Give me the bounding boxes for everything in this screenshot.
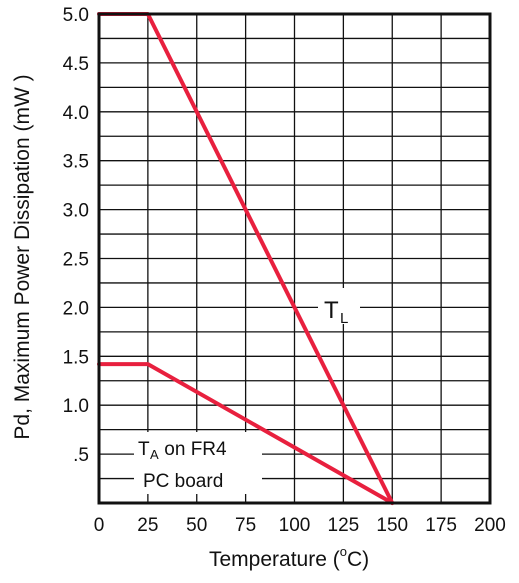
y-tick-label: 2.0 [63, 298, 89, 319]
series-label-ta: T A on FR4 PC board [134, 432, 262, 494]
y-tick-label: 3.5 [63, 152, 89, 173]
y-tick-label: 4.0 [63, 103, 89, 124]
x-tick-label: 200 [474, 515, 506, 536]
series-label-ta-main: T [138, 439, 150, 460]
series-label-ta-line2: PC board [143, 471, 223, 492]
y-axis-title: Pd, Maximum Power Dissipation (mW ) [11, 74, 34, 439]
y-tick-label: .5 [73, 445, 89, 466]
x-axis-title-main: Temperature ( [209, 548, 340, 571]
y-tick-label: 2.5 [63, 250, 89, 271]
x-axis-title-sup: o [340, 544, 347, 559]
y-tick-label: 3.0 [63, 201, 89, 222]
series-label-tl-bg [318, 288, 360, 324]
x-tick-label: 125 [328, 515, 360, 536]
x-tick-label: 75 [235, 515, 256, 536]
y-tick-label: 5.0 [63, 5, 89, 26]
series-label-ta-rest: on FR4 [159, 439, 227, 460]
x-tick-label: 0 [94, 515, 105, 536]
series-line-1 [97, 362, 395, 505]
y-tick-label: 1.5 [63, 347, 89, 368]
series-label-tl: T L [318, 288, 360, 327]
x-tick-labels: 0 25 50 75 100 125 150 175 200 [94, 515, 506, 536]
x-tick-label: 100 [279, 515, 311, 536]
x-axis-title-unit: C) [347, 548, 369, 571]
x-tick-label: 175 [425, 515, 457, 536]
y-tick-labels: .5 1.0 1.5 2.0 2.5 3.0 3.5 4.0 4.5 5.0 [63, 5, 89, 466]
y-tick-label: 4.5 [63, 54, 89, 75]
x-tick-label: 50 [186, 515, 207, 536]
series-label-tl-sub: L [340, 310, 348, 327]
series-label-tl-main: T [324, 297, 339, 324]
plot-frame [97, 12, 492, 505]
x-tick-label: 150 [376, 515, 408, 536]
x-tick-label: 25 [137, 515, 158, 536]
series-label-ta-sub: A [150, 447, 159, 462]
grid-lines [99, 14, 490, 503]
y-tick-label: 1.0 [63, 396, 89, 417]
x-axis-title: Temperature (oC) [209, 544, 369, 571]
series-label-ta-bg [134, 432, 262, 494]
